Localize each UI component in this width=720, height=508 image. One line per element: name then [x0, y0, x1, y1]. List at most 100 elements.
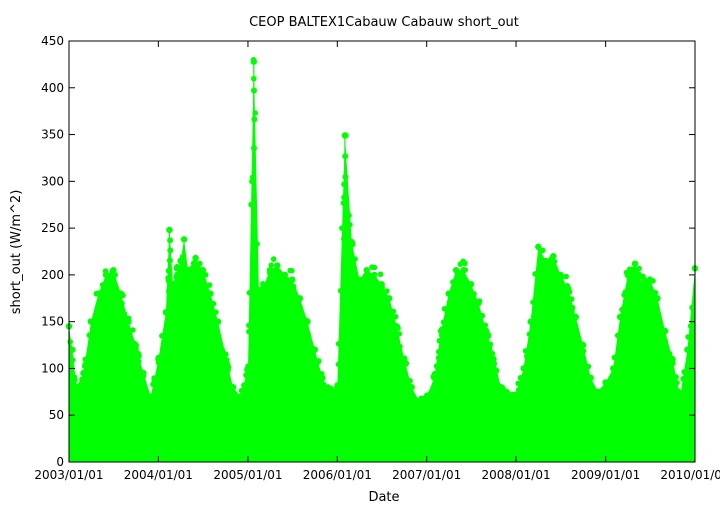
- data-point: [674, 379, 680, 386]
- data-point: [341, 194, 348, 201]
- data-point: [123, 328, 130, 335]
- y-tick-label: 400: [41, 81, 64, 95]
- data-point: [73, 394, 80, 401]
- data-point: [311, 346, 318, 353]
- data-point: [69, 357, 76, 363]
- data-point: [433, 363, 440, 369]
- data-point: [551, 258, 558, 265]
- data-point: [673, 374, 679, 380]
- data-point: [369, 264, 375, 271]
- data-point: [251, 87, 257, 94]
- plot-frame: [68, 40, 696, 463]
- data-point: [555, 281, 561, 288]
- data-point: [587, 374, 594, 381]
- data-point: [246, 290, 253, 296]
- data-point: [337, 288, 344, 294]
- data-point: [602, 379, 609, 386]
- data-point: [210, 300, 217, 307]
- data-point: [362, 272, 369, 279]
- data-point: [509, 399, 516, 406]
- data-point: [304, 318, 311, 325]
- data-point: [633, 275, 640, 282]
- data-point: [384, 288, 390, 294]
- x-tick-label: 2003/01/01: [34, 468, 103, 482]
- data-point: [197, 260, 203, 267]
- data-point: [225, 365, 231, 371]
- data-point: [616, 313, 624, 321]
- data-point: [654, 295, 661, 302]
- data-point: [579, 352, 585, 359]
- data-point: [530, 299, 536, 306]
- data-point: [207, 290, 214, 297]
- data-point: [676, 393, 684, 400]
- data-point: [219, 347, 225, 353]
- data-point: [661, 327, 669, 335]
- data-point: [254, 241, 260, 247]
- data-point: [99, 282, 106, 288]
- data-point: [408, 384, 415, 391]
- data-point: [342, 215, 349, 222]
- data-point: [479, 312, 486, 319]
- data-point: [540, 247, 546, 254]
- data-point: [140, 369, 147, 377]
- data-point: [415, 398, 423, 405]
- data-point: [619, 306, 625, 313]
- data-point: [214, 318, 222, 325]
- data-point: [441, 306, 448, 312]
- data-point: [610, 365, 617, 372]
- x-tick-label: 2010/01/01: [660, 468, 720, 482]
- data-point: [125, 318, 132, 325]
- x-tick-label: 2009/01/01: [571, 468, 640, 482]
- data-point: [662, 338, 669, 345]
- data-point: [86, 332, 93, 339]
- data-point: [266, 267, 274, 274]
- data-point: [341, 277, 348, 284]
- data-point: [87, 318, 95, 325]
- data-point: [458, 281, 464, 287]
- data-point: [537, 267, 544, 273]
- data-point: [585, 363, 592, 370]
- data-point: [627, 282, 634, 289]
- x-tick-label: 2007/01/01: [392, 468, 461, 482]
- data-point: [347, 221, 353, 228]
- data-point: [392, 313, 399, 320]
- data-point: [166, 257, 173, 264]
- data-point: [482, 322, 489, 329]
- data-point: [471, 291, 477, 297]
- data-point: [493, 367, 500, 374]
- data-point: [272, 288, 278, 295]
- data-point: [342, 173, 349, 180]
- data-point: [175, 292, 182, 299]
- data-point: [259, 285, 266, 293]
- data-point: [460, 267, 467, 274]
- data-point: [206, 282, 213, 288]
- data-point: [363, 267, 370, 274]
- data-point: [602, 388, 608, 395]
- data-point: [522, 348, 529, 354]
- y-tick-label: 0: [56, 455, 64, 469]
- data-point: [400, 367, 407, 374]
- data-point: [452, 267, 460, 274]
- data-point: [657, 322, 663, 329]
- data-point: [565, 285, 572, 293]
- data-point: [250, 318, 257, 325]
- data-point: [524, 353, 530, 360]
- data-point: [319, 374, 326, 381]
- data-point: [451, 287, 457, 293]
- data-point: [213, 309, 219, 315]
- data-point: [237, 393, 244, 400]
- data-point: [624, 271, 631, 279]
- data-point: [197, 271, 204, 278]
- data-point: [342, 318, 349, 325]
- data-point: [467, 281, 475, 288]
- data-point: [249, 174, 256, 181]
- data-point: [440, 319, 447, 326]
- data-point: [183, 280, 189, 287]
- data-point: [407, 378, 413, 384]
- data-point: [681, 369, 687, 375]
- data-point: [251, 145, 257, 152]
- data-point: [334, 384, 341, 391]
- plot-area: [65, 57, 699, 462]
